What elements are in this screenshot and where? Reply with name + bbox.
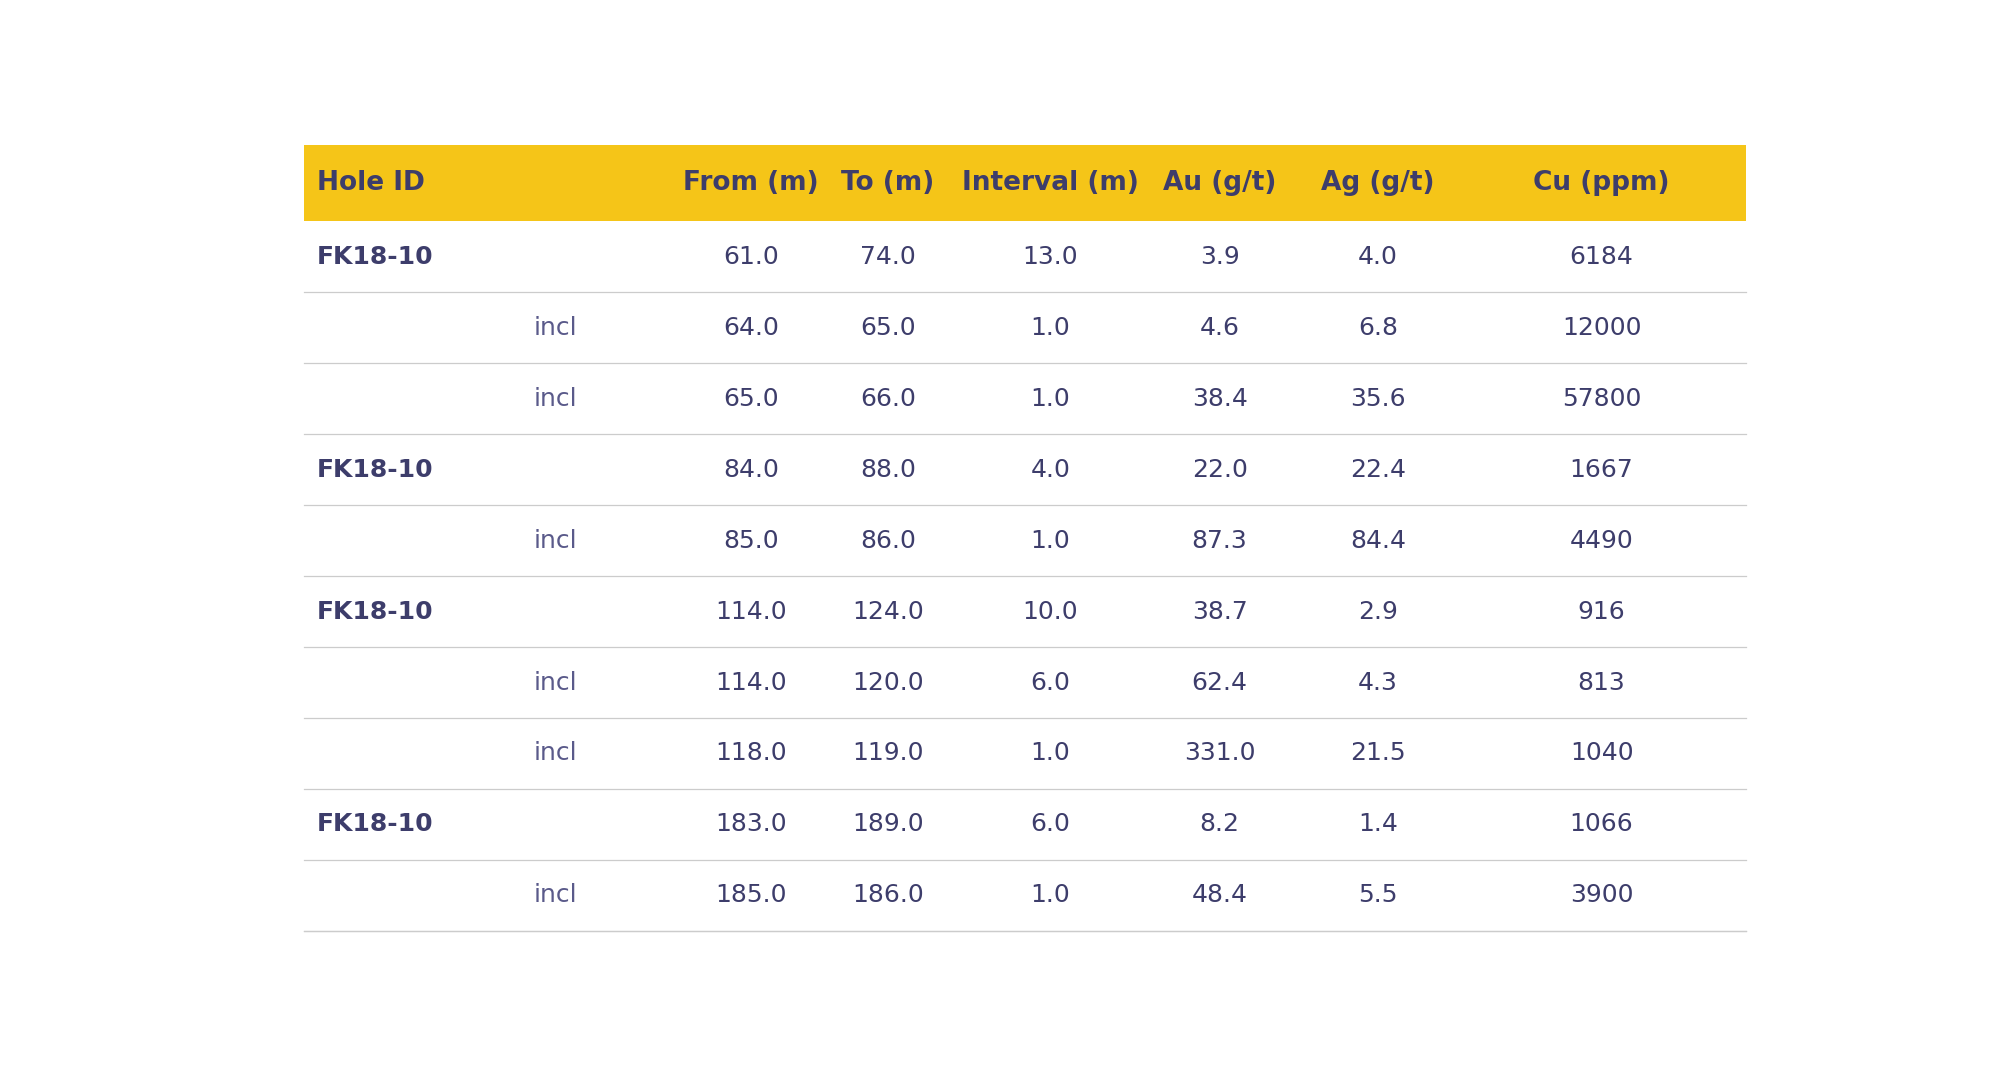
Text: 2.9: 2.9 xyxy=(1358,599,1398,624)
FancyBboxPatch shape xyxy=(304,647,1746,718)
Text: 4.3: 4.3 xyxy=(1358,670,1398,695)
Text: 1.0: 1.0 xyxy=(1030,528,1070,552)
Text: Cu (ppm): Cu (ppm) xyxy=(1534,170,1670,196)
Text: 48.4: 48.4 xyxy=(1192,883,1248,908)
Text: 86.0: 86.0 xyxy=(860,528,916,552)
Text: 62.4: 62.4 xyxy=(1192,670,1248,695)
Text: 35.6: 35.6 xyxy=(1350,387,1406,411)
Text: 813: 813 xyxy=(1578,670,1626,695)
Text: 87.3: 87.3 xyxy=(1192,528,1248,552)
Text: 6184: 6184 xyxy=(1570,244,1634,269)
Text: FK18-10: FK18-10 xyxy=(316,244,434,269)
Text: incl: incl xyxy=(534,387,578,411)
Text: FK18-10: FK18-10 xyxy=(316,813,434,836)
Text: 6.8: 6.8 xyxy=(1358,315,1398,340)
Text: Au (g/t): Au (g/t) xyxy=(1162,170,1276,196)
Text: 85.0: 85.0 xyxy=(724,528,778,552)
Text: 64.0: 64.0 xyxy=(724,315,780,340)
FancyBboxPatch shape xyxy=(304,789,1746,860)
Text: 124.0: 124.0 xyxy=(852,599,924,624)
FancyBboxPatch shape xyxy=(304,363,1746,434)
Text: 10.0: 10.0 xyxy=(1022,599,1078,624)
Text: 66.0: 66.0 xyxy=(860,387,916,411)
Text: 118.0: 118.0 xyxy=(716,742,786,765)
Text: 12000: 12000 xyxy=(1562,315,1642,340)
Text: From (m): From (m) xyxy=(684,170,818,196)
Text: 6.0: 6.0 xyxy=(1030,813,1070,836)
Text: 185.0: 185.0 xyxy=(716,883,786,908)
FancyBboxPatch shape xyxy=(304,292,1746,363)
Text: Hole ID: Hole ID xyxy=(316,170,424,196)
Text: 61.0: 61.0 xyxy=(724,244,778,269)
Text: 183.0: 183.0 xyxy=(716,813,786,836)
Text: 5.5: 5.5 xyxy=(1358,883,1398,908)
Text: Interval (m): Interval (m) xyxy=(962,170,1138,196)
FancyBboxPatch shape xyxy=(304,718,1746,789)
Text: 1066: 1066 xyxy=(1570,813,1634,836)
Text: 3.9: 3.9 xyxy=(1200,244,1240,269)
Text: FK18-10: FK18-10 xyxy=(316,599,434,624)
Text: 4.0: 4.0 xyxy=(1358,244,1398,269)
Text: 916: 916 xyxy=(1578,599,1626,624)
Text: incl: incl xyxy=(534,670,578,695)
Text: incl: incl xyxy=(534,528,578,552)
FancyBboxPatch shape xyxy=(304,576,1746,647)
Text: FK18-10: FK18-10 xyxy=(316,458,434,481)
Text: 1667: 1667 xyxy=(1570,458,1634,481)
Text: 119.0: 119.0 xyxy=(852,742,924,765)
Text: Ag (g/t): Ag (g/t) xyxy=(1322,170,1434,196)
Text: 22.4: 22.4 xyxy=(1350,458,1406,481)
Text: 22.0: 22.0 xyxy=(1192,458,1248,481)
Text: 88.0: 88.0 xyxy=(860,458,916,481)
FancyBboxPatch shape xyxy=(304,505,1746,576)
Text: 65.0: 65.0 xyxy=(860,315,916,340)
Text: 1.0: 1.0 xyxy=(1030,742,1070,765)
Text: 1.0: 1.0 xyxy=(1030,387,1070,411)
Text: 84.0: 84.0 xyxy=(724,458,780,481)
FancyBboxPatch shape xyxy=(304,860,1746,930)
Text: 331.0: 331.0 xyxy=(1184,742,1256,765)
Text: 65.0: 65.0 xyxy=(724,387,778,411)
Text: incl: incl xyxy=(534,742,578,765)
Text: 186.0: 186.0 xyxy=(852,883,924,908)
Text: 3900: 3900 xyxy=(1570,883,1634,908)
Text: 21.5: 21.5 xyxy=(1350,742,1406,765)
Text: 1.0: 1.0 xyxy=(1030,883,1070,908)
Text: 4.0: 4.0 xyxy=(1030,458,1070,481)
Text: 114.0: 114.0 xyxy=(716,599,786,624)
Text: 4.6: 4.6 xyxy=(1200,315,1240,340)
Text: 1.4: 1.4 xyxy=(1358,813,1398,836)
Text: 120.0: 120.0 xyxy=(852,670,924,695)
Text: 1.0: 1.0 xyxy=(1030,315,1070,340)
Text: 38.7: 38.7 xyxy=(1192,599,1248,624)
Text: 38.4: 38.4 xyxy=(1192,387,1248,411)
Text: 57800: 57800 xyxy=(1562,387,1642,411)
Text: 74.0: 74.0 xyxy=(860,244,916,269)
Text: 114.0: 114.0 xyxy=(716,670,786,695)
FancyBboxPatch shape xyxy=(304,434,1746,505)
Text: 13.0: 13.0 xyxy=(1022,244,1078,269)
Text: 8.2: 8.2 xyxy=(1200,813,1240,836)
Text: To (m): To (m) xyxy=(842,170,934,196)
Text: incl: incl xyxy=(534,883,578,908)
Text: 4490: 4490 xyxy=(1570,528,1634,552)
Text: 1040: 1040 xyxy=(1570,742,1634,765)
Text: incl: incl xyxy=(534,315,578,340)
Text: 6.0: 6.0 xyxy=(1030,670,1070,695)
Text: 189.0: 189.0 xyxy=(852,813,924,836)
FancyBboxPatch shape xyxy=(304,221,1746,292)
Text: 84.4: 84.4 xyxy=(1350,528,1406,552)
FancyBboxPatch shape xyxy=(304,145,1746,221)
